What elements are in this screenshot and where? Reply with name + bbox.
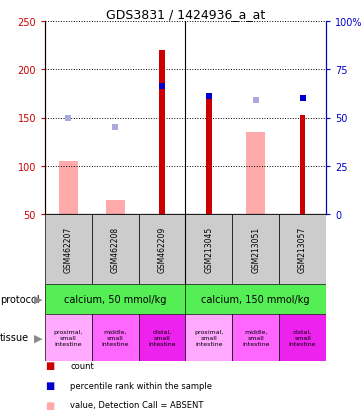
Text: middle,
small
intestine: middle, small intestine (242, 330, 270, 346)
Bar (45, 284, 186, 314)
Bar (186, 314, 232, 361)
Bar (206, 97, 212, 214)
Bar (92, 214, 139, 284)
Text: GSM462207: GSM462207 (64, 226, 73, 273)
Bar (159, 51, 165, 214)
Bar (139, 214, 186, 284)
Bar (247, 133, 265, 214)
Text: ▶: ▶ (34, 294, 42, 304)
Bar (139, 314, 186, 361)
Bar (279, 314, 326, 361)
Text: ▶: ▶ (34, 333, 42, 343)
Text: protocol: protocol (0, 294, 40, 304)
Text: GSM213057: GSM213057 (298, 226, 307, 273)
Text: ■: ■ (45, 360, 54, 370)
Text: percentile rank within the sample: percentile rank within the sample (70, 381, 212, 389)
Text: count: count (70, 361, 94, 370)
Text: ■: ■ (45, 380, 54, 390)
Bar (232, 314, 279, 361)
Text: GSM213051: GSM213051 (251, 226, 260, 273)
Text: distal,
small
intestine: distal, small intestine (148, 330, 176, 346)
Bar (300, 115, 305, 214)
Text: middle,
small
intestine: middle, small intestine (101, 330, 129, 346)
Bar (92, 314, 139, 361)
Bar (186, 284, 326, 314)
Bar (106, 200, 125, 214)
Text: GSM462208: GSM462208 (111, 226, 120, 273)
Text: GSM462209: GSM462209 (158, 226, 166, 273)
Bar (186, 214, 232, 284)
Text: calcium, 150 mmol/kg: calcium, 150 mmol/kg (201, 294, 310, 304)
Text: calcium, 50 mmol/kg: calcium, 50 mmol/kg (64, 294, 166, 304)
Text: ■: ■ (45, 400, 54, 410)
Text: GSM213045: GSM213045 (204, 226, 213, 273)
Bar (59, 161, 78, 214)
Bar (232, 214, 279, 284)
Text: value, Detection Call = ABSENT: value, Detection Call = ABSENT (70, 401, 204, 409)
Text: distal,
small
intestine: distal, small intestine (289, 330, 316, 346)
Title: GDS3831 / 1424936_a_at: GDS3831 / 1424936_a_at (106, 8, 265, 21)
Text: proximal,
small
intestine: proximal, small intestine (194, 330, 223, 346)
Bar (45, 214, 92, 284)
Text: tissue: tissue (0, 333, 29, 343)
Bar (45, 314, 92, 361)
Text: proximal,
small
intestine: proximal, small intestine (54, 330, 83, 346)
Bar (279, 214, 326, 284)
